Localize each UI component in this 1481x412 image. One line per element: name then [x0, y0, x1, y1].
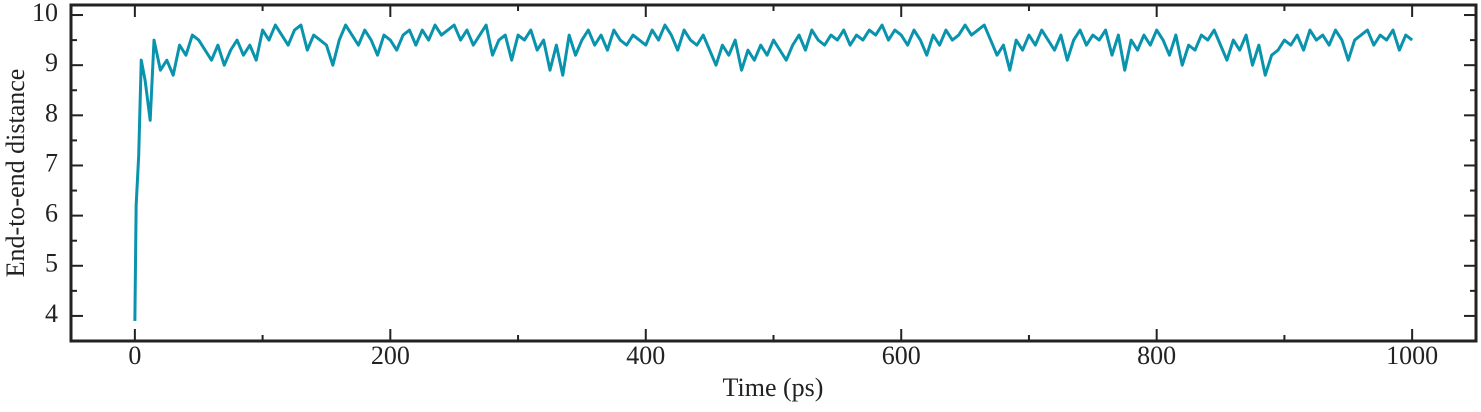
y-tick-label: 6 [45, 199, 58, 228]
plot-frame [69, 3, 1478, 343]
y-tick-label: 9 [45, 48, 58, 77]
y-tick-label: 4 [45, 299, 58, 328]
x-tick-label: 800 [1137, 341, 1176, 370]
y-tick-label: 5 [45, 249, 58, 278]
x-tick-label: 600 [882, 341, 921, 370]
y-tick-label: 10 [32, 0, 58, 27]
x-axis-label: Time (ps) [723, 373, 824, 402]
x-tick-label: 200 [371, 341, 410, 370]
y-tick-label: 7 [45, 148, 58, 177]
data-line [133, 23, 1414, 321]
x-tick-label: 400 [626, 341, 665, 370]
x-tick-label: 1000 [1386, 341, 1438, 370]
y-tick-label: 8 [45, 98, 58, 127]
y-axis-label: End-to-end distance [1, 69, 30, 278]
x-tick-label: 0 [128, 341, 141, 370]
